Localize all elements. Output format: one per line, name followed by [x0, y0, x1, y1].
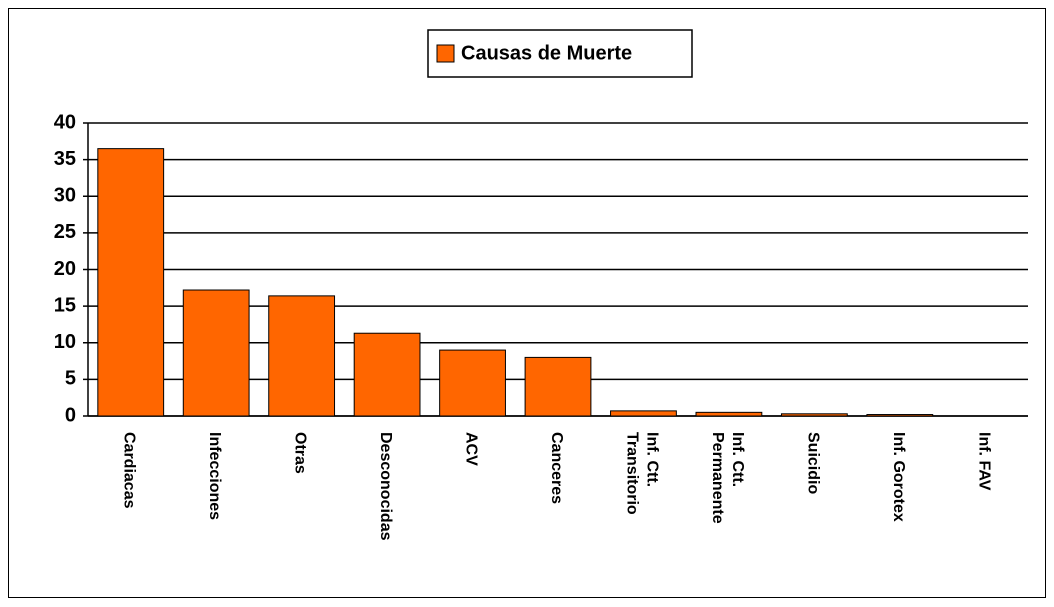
x-tick-label: Inf. Gorotex: [890, 432, 907, 522]
x-tick-label: Canceres: [548, 432, 565, 504]
y-tick-label: 35: [54, 148, 76, 170]
label-line: Inf. Ctt.: [643, 432, 660, 487]
x-tick-label: Inf. FAV: [975, 432, 992, 491]
bar: [97, 148, 165, 417]
legend-label: Causas de Muerte: [461, 42, 632, 64]
x-tick-label: Inf. Ctt.Transitorio: [623, 432, 660, 515]
x-tick-label: Infecciones: [206, 432, 223, 520]
x-tick-label: ACV: [463, 432, 480, 466]
x-tick-label: Cardiacas: [121, 432, 138, 509]
y-tick-label: 15: [54, 294, 76, 316]
label-line: Transitorio: [623, 432, 640, 515]
bar: [780, 413, 848, 417]
bar: [439, 349, 506, 417]
chart-border: [8, 8, 1046, 598]
x-tick-label: Inf. Ctt.Permanente: [709, 432, 746, 524]
y-tick-label: 20: [54, 258, 76, 280]
x-tick-label: Suicidio: [804, 432, 821, 494]
legend: Causas de Muerte: [427, 29, 693, 78]
bar: [524, 356, 592, 417]
bar: [695, 411, 763, 417]
y-tick-label: 5: [65, 368, 76, 390]
y-tick-label: 10: [54, 331, 76, 353]
bar: [866, 414, 934, 417]
legend-swatch: [436, 44, 455, 63]
y-tick-label: 30: [54, 185, 76, 207]
bar: [182, 289, 250, 417]
legend-box: [427, 29, 693, 78]
y-tick-label: 0: [65, 404, 76, 426]
label-line: Permanente: [709, 432, 726, 524]
x-tick-label: Desconocidas: [377, 432, 394, 541]
bar: [610, 410, 677, 417]
y-tick-label: 40: [54, 111, 76, 133]
y-tick-label: 25: [54, 221, 76, 243]
label-line: Inf. Ctt.: [729, 432, 746, 487]
x-tick-label: Otras: [292, 432, 309, 474]
bar: [268, 295, 336, 417]
bar: [353, 332, 421, 417]
